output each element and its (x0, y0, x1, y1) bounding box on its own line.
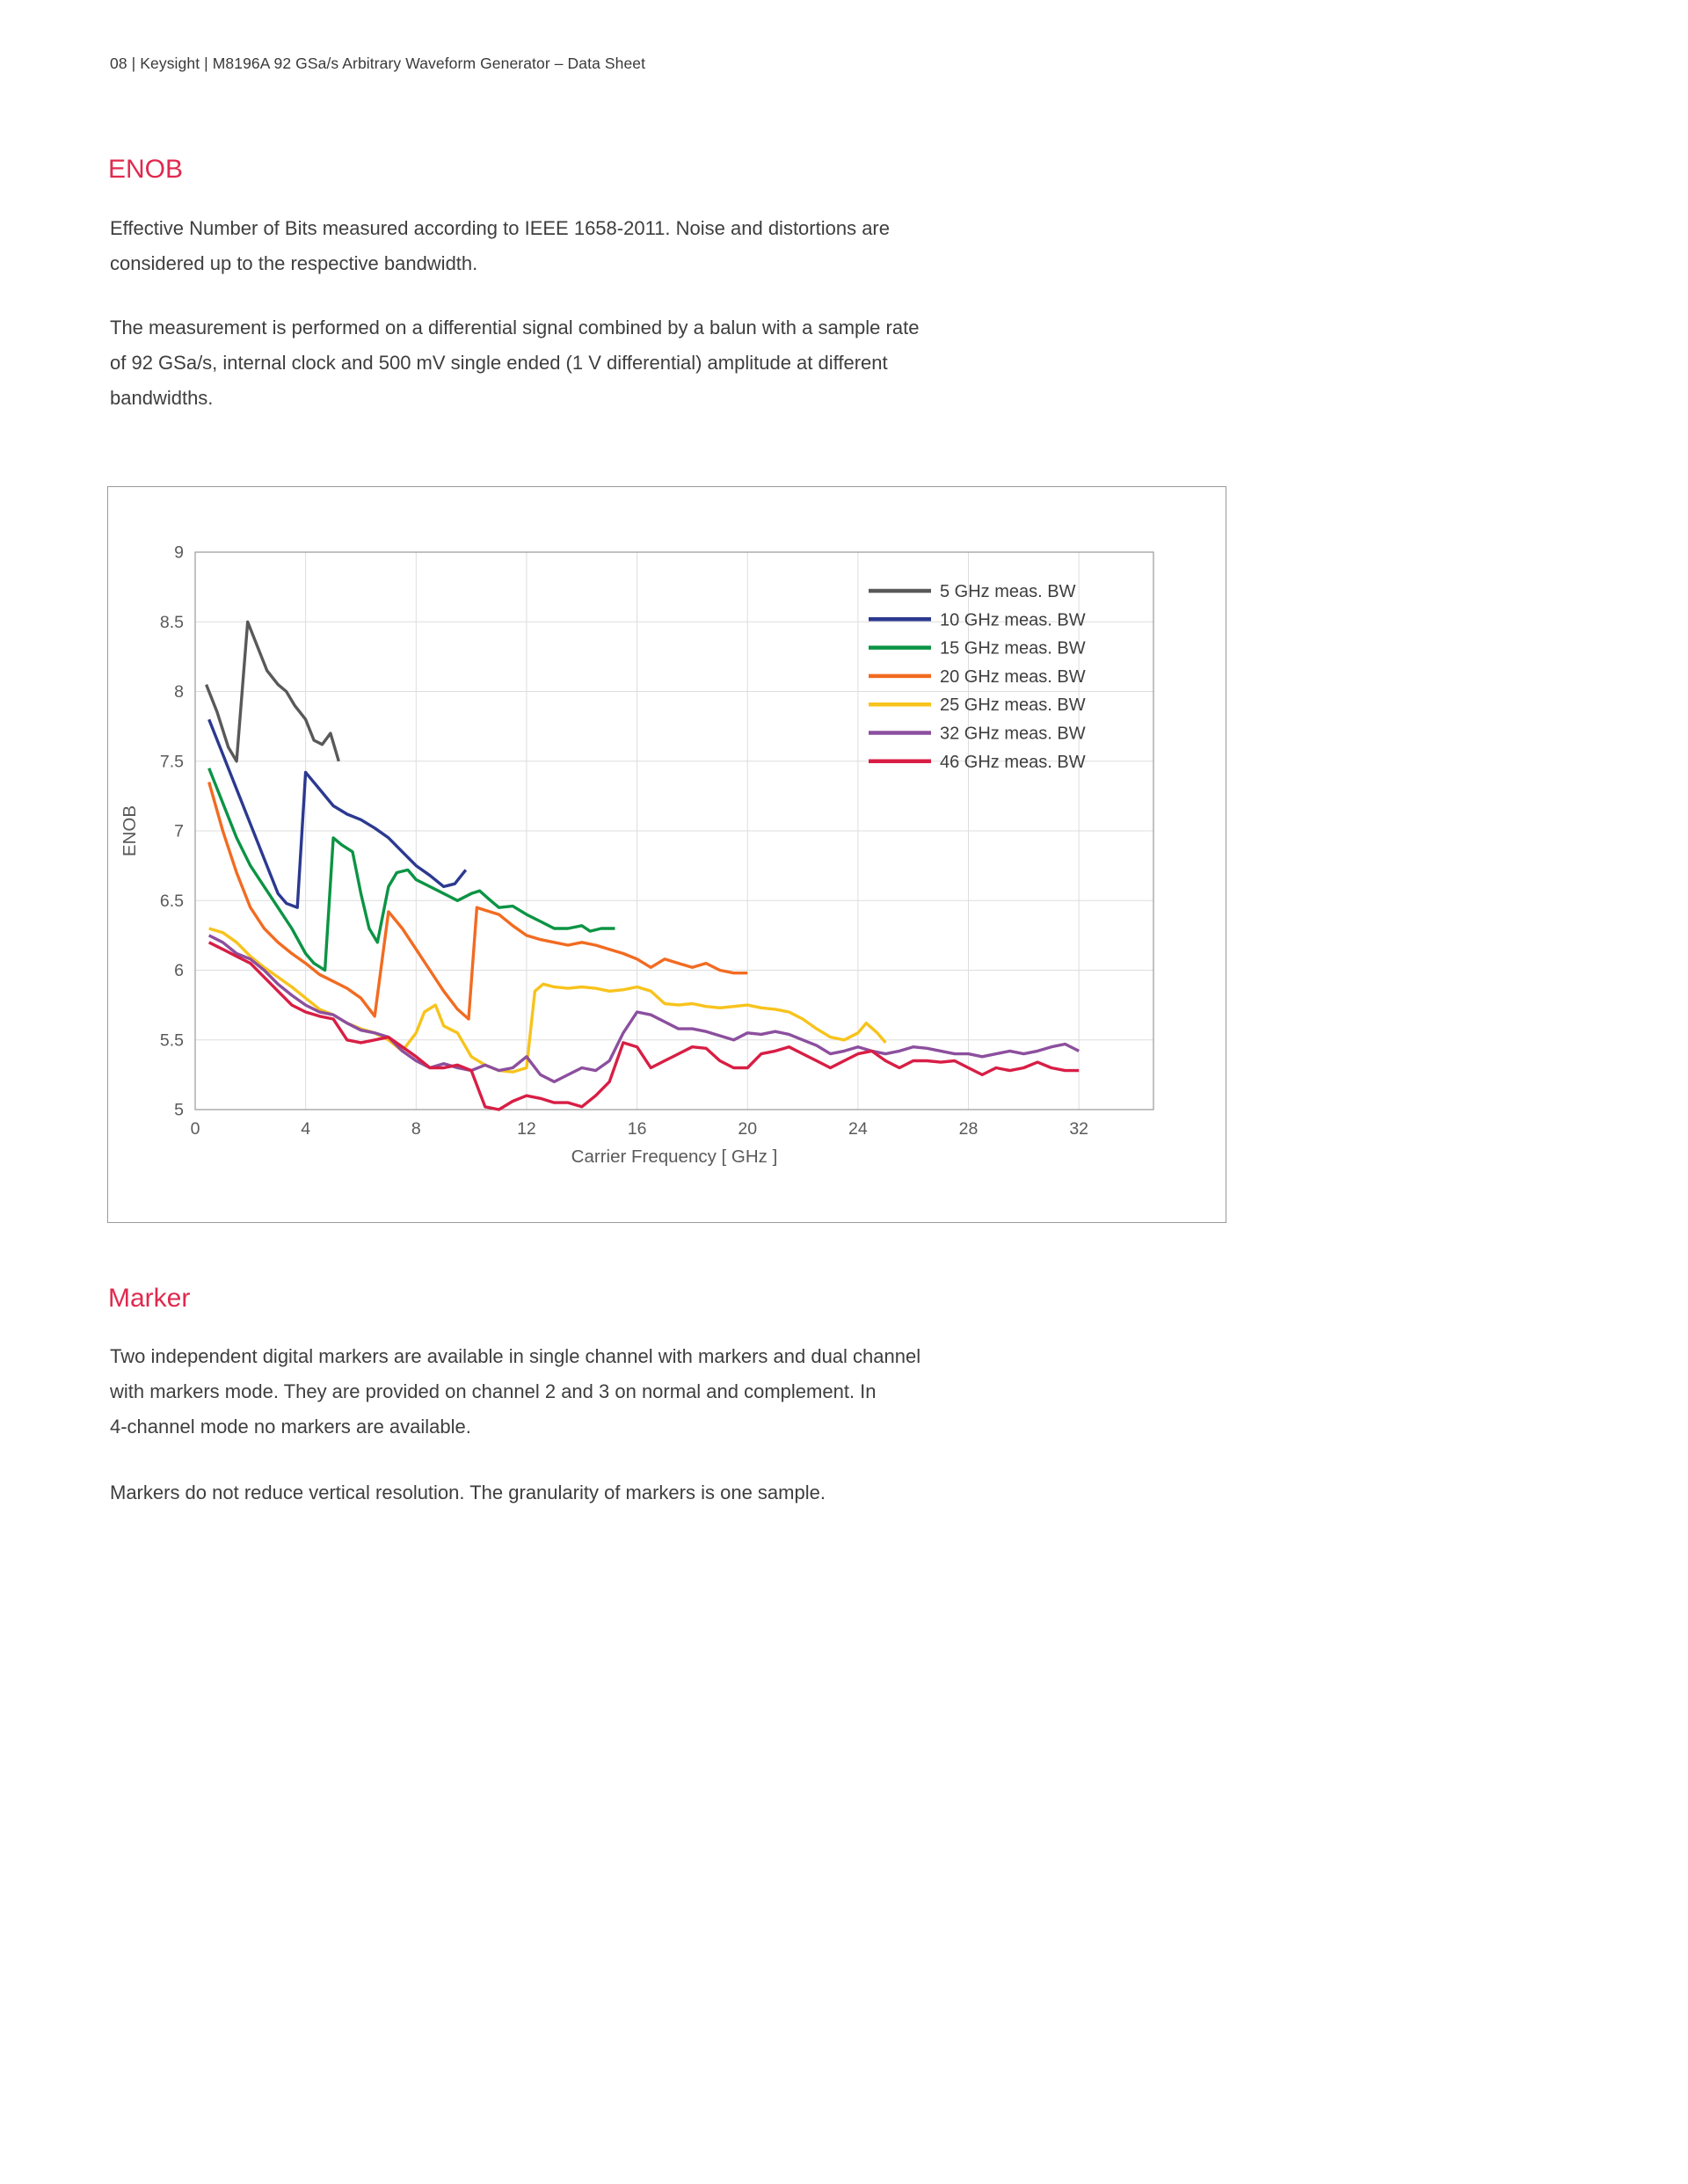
y-tick-label: 5.5 (160, 1030, 184, 1050)
marker-section-title: Marker (108, 1284, 191, 1313)
legend-label-3: 20 GHz meas. BW (940, 667, 1086, 687)
legend-label-2: 15 GHz meas. BW (940, 639, 1086, 659)
series-line-3 (207, 782, 748, 1021)
enob-paragraph-2: The measurement is performed on a differ… (110, 317, 920, 409)
legend-label-6: 46 GHz meas. BW (940, 753, 1086, 772)
y-axis-label: ENOB (120, 805, 140, 856)
marker-paragraph-2: Markers do not reduce vertical resolutio… (110, 1481, 826, 1503)
y-tick-label: 9 (174, 543, 184, 563)
legend-label-4: 25 GHz meas. BW (940, 695, 1086, 715)
y-tick-label: 6 (174, 961, 184, 980)
x-tick-label: 8 (411, 1119, 421, 1139)
series-line-4 (208, 927, 887, 1074)
series-line-5 (207, 934, 1080, 1083)
y-tick-label: 7 (174, 822, 184, 841)
x-tick-label: 16 (628, 1119, 647, 1139)
x-tick-label: 28 (959, 1119, 979, 1139)
marker-paragraph-1: Two independent digital markers are avai… (110, 1345, 921, 1438)
legend-label-5: 32 GHz meas. BW (940, 724, 1086, 744)
x-tick-label: 12 (517, 1119, 536, 1139)
x-tick-label: 20 (738, 1119, 757, 1139)
x-axis-label: Carrier Frequency [ GHz ] (571, 1147, 778, 1167)
legend-label-0: 5 GHz meas. BW (940, 582, 1076, 601)
page-header: 08 | Keysight | M8196A 92 GSa/s Arbitrar… (110, 55, 646, 72)
enob-paragraph-1: Effective Number of Bits measured accord… (110, 217, 890, 274)
y-tick-label: 7.5 (160, 752, 184, 771)
x-tick-label: 24 (848, 1119, 868, 1139)
enob-chart: 0 4 8 12 16 20 24 28 32 5 5.5 6 6.5 7 7.5 8 8.5 9 Carrier … (120, 543, 1154, 1167)
series-line-2 (207, 768, 615, 972)
x-tick-label: 4 (301, 1119, 310, 1139)
series-line-6 (207, 941, 1080, 1111)
x-tick-label: 32 (1069, 1119, 1088, 1139)
y-tick-label: 5 (174, 1101, 184, 1120)
y-tick-label: 6.5 (160, 892, 184, 911)
y-tick-label: 8 (174, 682, 184, 702)
plot-border (194, 551, 1154, 1110)
series-line-0 (205, 620, 340, 763)
legend-label-1: 10 GHz meas. BW (940, 610, 1086, 630)
y-tick-label: 8.5 (160, 613, 184, 632)
enob-section-title: ENOB (108, 155, 184, 184)
enob-chart-frame: 0 4 8 12 16 20 24 28 32 5 5.5 6 6.5 7 7.5 8 8.5 9 Carrier … (107, 486, 1226, 1223)
series-line-1 (207, 718, 468, 909)
x-tick-label: 0 (191, 1119, 200, 1139)
